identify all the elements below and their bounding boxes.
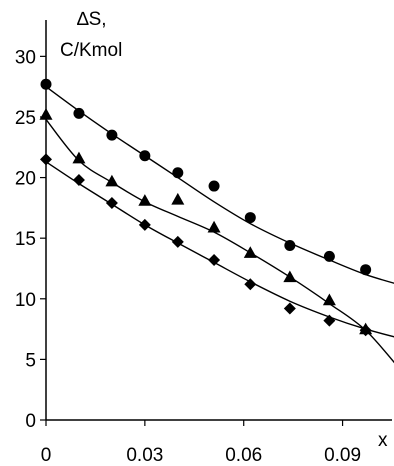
circle-data-point (106, 129, 118, 141)
circle-data-point (208, 180, 220, 192)
circle-data-point (323, 250, 335, 262)
y-axis-title-line2: C/Kmol (60, 40, 122, 61)
triangle-data-point (322, 293, 336, 306)
diamond-data-point (323, 314, 336, 327)
y-tick-label: 5 (25, 350, 36, 371)
diamond-data-point (359, 324, 372, 337)
y-ticks: 0 5 10 15 20 25 30 (15, 47, 46, 432)
diamond-data-point (138, 218, 151, 231)
circle-data-point (284, 239, 296, 251)
triangle-data-point (72, 151, 86, 164)
circle-data-point (244, 212, 256, 224)
circle-data-point (139, 150, 151, 162)
x-axis-title: x (378, 430, 388, 451)
circle-series-fit-line (45, 86, 394, 284)
y-tick-label: 15 (15, 229, 36, 250)
x-tick-label: 0.09 (324, 445, 361, 466)
triangle-data-point (39, 108, 53, 120)
diamond-data-point (171, 235, 184, 248)
circle-data-point (40, 78, 52, 90)
triangle-data-point (138, 194, 152, 206)
diamond-data-point (208, 254, 221, 266)
y-tick-label: 20 (15, 169, 36, 190)
data-points (39, 78, 373, 337)
y-tick-label: 25 (15, 108, 36, 129)
triangle-data-point (207, 220, 221, 233)
diamond-data-point (283, 302, 296, 315)
diamond-data-point (105, 197, 118, 210)
y-tick-label: 0 (25, 411, 36, 432)
fit-lines (45, 86, 394, 364)
triangle-data-point (171, 192, 185, 205)
circle-data-point (172, 167, 184, 179)
y-tick-label: 10 (15, 290, 36, 311)
diamond-data-point (244, 278, 257, 291)
y-axis-title-line1: ∆S, (77, 9, 107, 30)
triangle-data-point (283, 270, 297, 283)
y-tick-label: 30 (15, 47, 36, 68)
x-tick-label: 0.06 (225, 445, 262, 466)
x-tick-label: 0 (41, 445, 52, 466)
triangle-data-point (243, 246, 257, 258)
axes (45, 20, 392, 421)
x-tick-label: 0.03 (126, 445, 163, 466)
x-ticks: 0 0.03 0.06 0.09 (41, 420, 361, 466)
circle-data-point (73, 107, 85, 119)
triangle-data-point (105, 174, 119, 187)
circle-data-point (360, 264, 372, 276)
triangle-series-fit-line (45, 118, 394, 364)
diamond-data-point (72, 174, 85, 186)
diamond-data-point (40, 153, 52, 166)
